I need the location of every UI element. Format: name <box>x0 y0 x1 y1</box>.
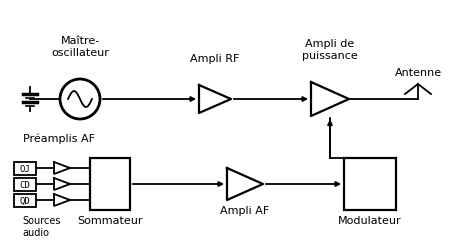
FancyBboxPatch shape <box>14 194 36 207</box>
FancyBboxPatch shape <box>344 158 396 210</box>
FancyBboxPatch shape <box>14 178 36 191</box>
Text: Préamplis AF: Préamplis AF <box>23 133 95 143</box>
Text: QD: QD <box>20 196 30 205</box>
Text: Sources
audio: Sources audio <box>22 215 60 237</box>
Text: Maître-
oscillateur: Maître- oscillateur <box>51 36 109 58</box>
FancyBboxPatch shape <box>14 162 36 175</box>
Text: Ampli AF: Ampli AF <box>220 205 270 215</box>
FancyBboxPatch shape <box>90 158 130 210</box>
Text: Modulateur: Modulateur <box>338 215 402 225</box>
Text: OJ: OJ <box>20 164 30 173</box>
Text: CD: CD <box>20 180 30 189</box>
Text: Antenne: Antenne <box>395 68 442 78</box>
Text: Ampli de
puissance: Ampli de puissance <box>302 39 358 61</box>
Text: Ampli RF: Ampli RF <box>190 54 240 64</box>
Text: Sommateur: Sommateur <box>77 215 143 225</box>
